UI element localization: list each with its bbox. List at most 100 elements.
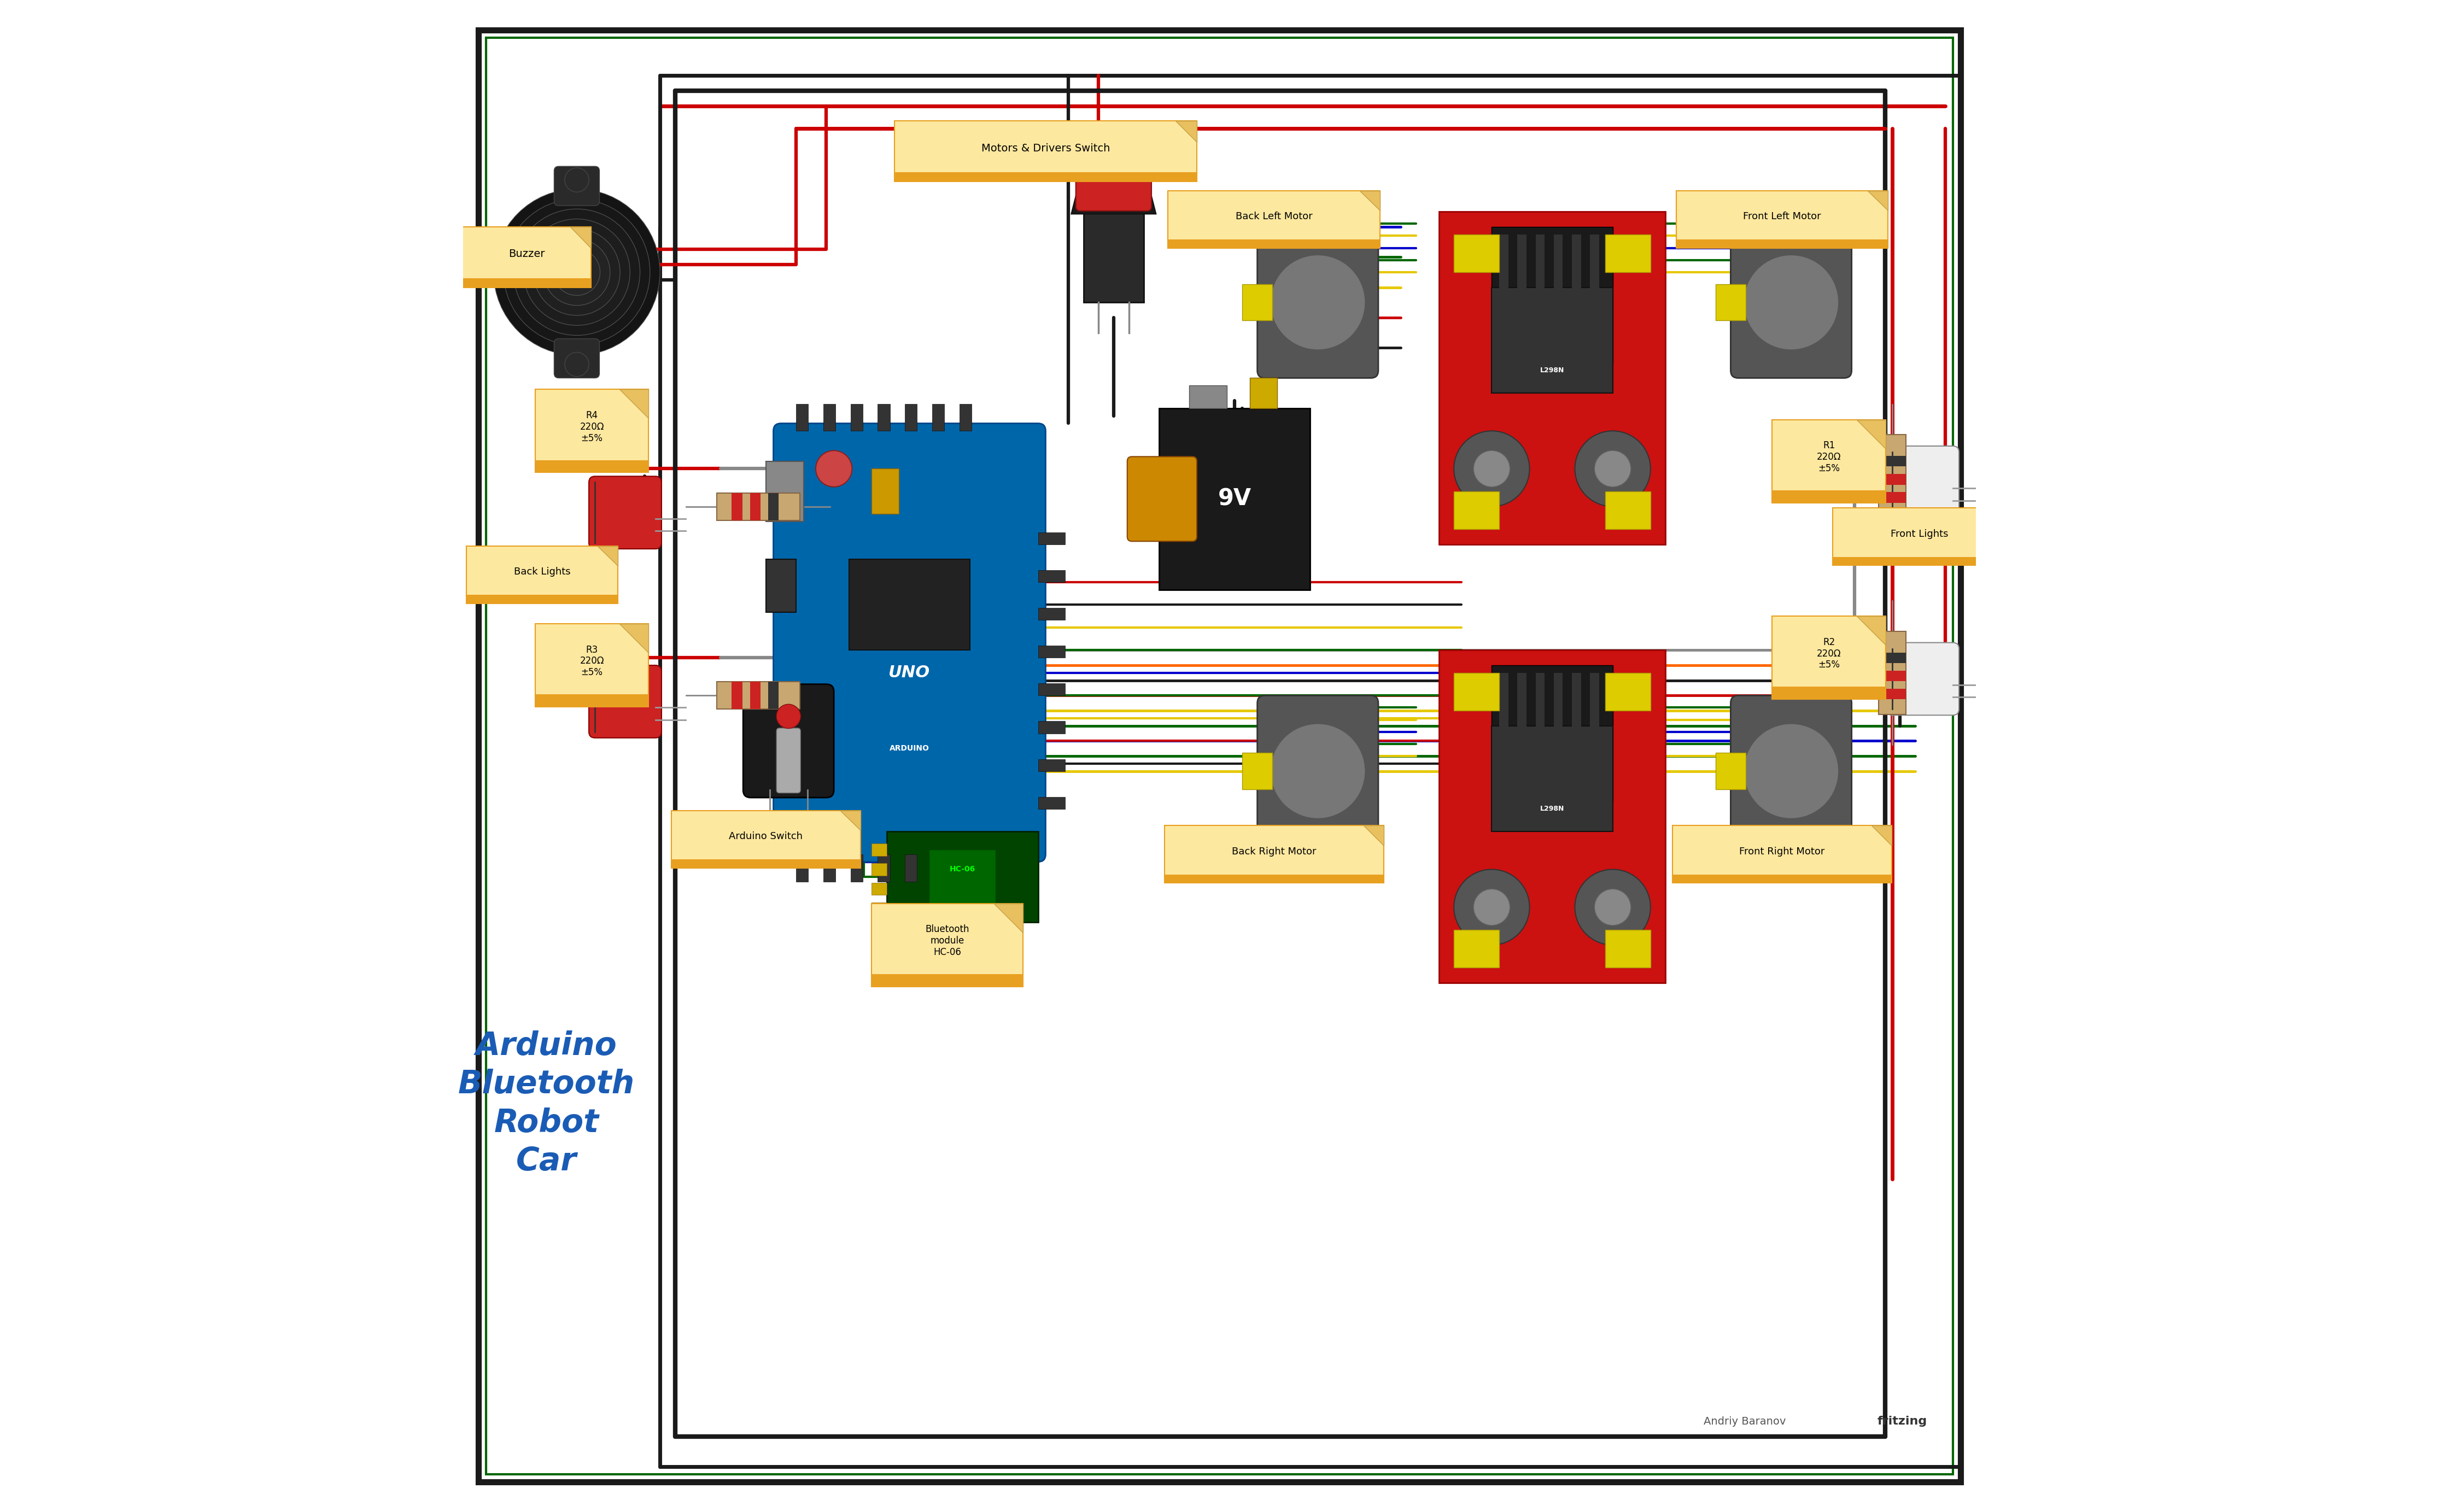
- Bar: [795, 854, 807, 881]
- Bar: [1454, 491, 1500, 529]
- Bar: [1605, 234, 1651, 272]
- FancyBboxPatch shape: [1076, 168, 1151, 210]
- Circle shape: [515, 209, 639, 336]
- Bar: [1676, 239, 1888, 248]
- Bar: [1249, 378, 1278, 408]
- FancyBboxPatch shape: [1885, 643, 1959, 715]
- Bar: [1571, 673, 1580, 794]
- Circle shape: [1473, 889, 1510, 925]
- Polygon shape: [1363, 826, 1383, 845]
- FancyBboxPatch shape: [1885, 446, 1959, 519]
- Bar: [1039, 759, 1066, 771]
- Bar: [1493, 665, 1612, 801]
- Bar: [905, 854, 917, 881]
- Bar: [871, 974, 1022, 987]
- Bar: [1878, 652, 1905, 662]
- Polygon shape: [598, 546, 617, 565]
- FancyBboxPatch shape: [534, 623, 649, 706]
- Text: Arduino
Bluetooth
Robot
Car: Arduino Bluetooth Robot Car: [459, 1030, 634, 1178]
- Bar: [1832, 556, 2007, 565]
- Circle shape: [524, 219, 629, 325]
- Bar: [1500, 234, 1507, 355]
- Bar: [895, 172, 1198, 181]
- Bar: [766, 559, 795, 612]
- Bar: [1878, 631, 1905, 714]
- FancyBboxPatch shape: [1168, 191, 1380, 248]
- Circle shape: [502, 200, 649, 345]
- Bar: [749, 493, 761, 520]
- Bar: [1039, 570, 1066, 582]
- Bar: [1454, 673, 1500, 711]
- Bar: [1083, 166, 1144, 302]
- Bar: [849, 559, 971, 650]
- Circle shape: [815, 451, 851, 487]
- Text: Front Lights: Front Lights: [1890, 529, 1949, 538]
- Circle shape: [1473, 451, 1510, 487]
- Bar: [1590, 673, 1600, 794]
- Polygon shape: [571, 227, 590, 248]
- Point: [580, 723, 610, 741]
- Bar: [768, 493, 778, 520]
- Bar: [1039, 683, 1066, 696]
- Text: R3
220Ω
±5%: R3 220Ω ±5%: [580, 644, 605, 677]
- Polygon shape: [1176, 121, 1198, 142]
- Bar: [1554, 673, 1563, 794]
- Polygon shape: [839, 810, 861, 830]
- FancyBboxPatch shape: [588, 665, 661, 738]
- Bar: [1454, 234, 1500, 272]
- Bar: [1493, 287, 1612, 393]
- Bar: [959, 404, 971, 431]
- FancyBboxPatch shape: [554, 166, 600, 206]
- Bar: [1493, 227, 1612, 363]
- Bar: [1241, 753, 1273, 789]
- Bar: [1039, 721, 1066, 733]
- Bar: [851, 404, 863, 431]
- Bar: [1159, 408, 1310, 590]
- Bar: [1878, 473, 1905, 484]
- Bar: [1454, 930, 1500, 968]
- Polygon shape: [1359, 191, 1380, 210]
- Polygon shape: [620, 390, 649, 419]
- Bar: [1493, 726, 1612, 832]
- Bar: [1537, 234, 1544, 355]
- FancyBboxPatch shape: [1163, 826, 1383, 883]
- Text: Andriy Baranov: Andriy Baranov: [1702, 1417, 1785, 1426]
- FancyBboxPatch shape: [554, 339, 600, 378]
- Text: HC-06: HC-06: [949, 865, 976, 874]
- Bar: [1878, 455, 1905, 466]
- Bar: [1605, 930, 1651, 968]
- Circle shape: [1271, 254, 1366, 349]
- Bar: [766, 461, 802, 522]
- Bar: [871, 903, 888, 915]
- Circle shape: [1744, 724, 1839, 820]
- Bar: [824, 854, 837, 881]
- Bar: [732, 682, 741, 709]
- Text: L298N: L298N: [1539, 367, 1563, 373]
- Text: Back Right Motor: Back Right Motor: [1232, 847, 1317, 856]
- Circle shape: [1271, 724, 1366, 820]
- Bar: [1605, 673, 1651, 711]
- Bar: [871, 863, 888, 875]
- FancyBboxPatch shape: [466, 546, 617, 603]
- Text: R2
220Ω
±5%: R2 220Ω ±5%: [1817, 637, 1841, 670]
- FancyBboxPatch shape: [1127, 457, 1198, 541]
- Bar: [851, 854, 863, 881]
- Circle shape: [1595, 451, 1632, 487]
- Bar: [1878, 688, 1905, 699]
- Polygon shape: [1871, 826, 1893, 845]
- FancyBboxPatch shape: [1732, 696, 1851, 847]
- Bar: [1715, 753, 1746, 789]
- Circle shape: [554, 249, 600, 295]
- Bar: [1500, 673, 1507, 794]
- Bar: [824, 404, 837, 431]
- FancyBboxPatch shape: [463, 227, 590, 287]
- Polygon shape: [1856, 420, 1885, 449]
- Bar: [871, 469, 900, 514]
- FancyBboxPatch shape: [1673, 826, 1893, 883]
- Bar: [1537, 673, 1544, 794]
- FancyBboxPatch shape: [1676, 191, 1888, 248]
- Bar: [1590, 234, 1600, 355]
- Bar: [534, 694, 649, 706]
- Text: Motors & Drivers Switch: Motors & Drivers Switch: [980, 144, 1110, 153]
- FancyBboxPatch shape: [1732, 227, 1851, 378]
